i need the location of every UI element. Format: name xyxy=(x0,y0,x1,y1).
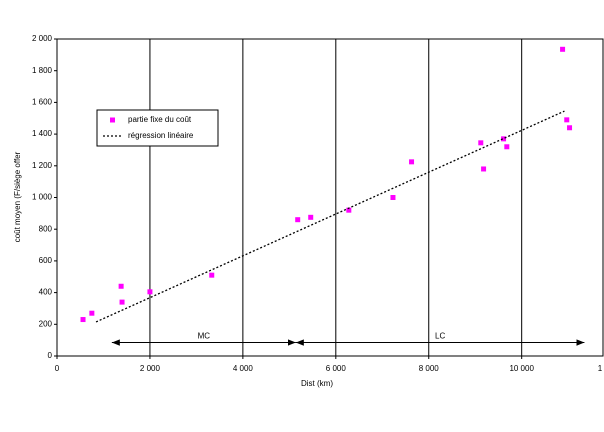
y-tick-label: 1 400 xyxy=(32,129,53,138)
data-point xyxy=(147,289,153,295)
y-tick-label: 200 xyxy=(39,319,53,328)
x-tick-label: 8 000 xyxy=(419,364,440,373)
x-axis-label: Dist (km) xyxy=(301,379,333,388)
data-point xyxy=(295,217,301,223)
x-tick-label: 10 000 xyxy=(509,364,534,373)
y-tick-label: 1 000 xyxy=(32,193,53,202)
y-tick-label: 0 xyxy=(48,351,53,360)
y-tick-label: 800 xyxy=(39,224,53,233)
y-tick-label: 1 800 xyxy=(32,66,53,75)
x-tick-label: 4 000 xyxy=(233,364,254,373)
data-point xyxy=(409,159,415,165)
x-tick-label: 6 000 xyxy=(326,364,347,373)
regression-line xyxy=(95,110,565,323)
x-tick-label: 0 xyxy=(55,364,60,373)
data-point xyxy=(308,214,314,220)
data-point xyxy=(118,283,124,289)
data-point xyxy=(481,166,487,172)
data-point xyxy=(567,125,573,131)
data-point xyxy=(478,140,484,146)
plot-frame xyxy=(56,38,604,357)
x-tick-label: 2 000 xyxy=(140,364,161,373)
y-tick-label: 1 200 xyxy=(32,161,53,170)
annotation-label: MC xyxy=(198,332,211,341)
data-point xyxy=(80,317,86,323)
annotation-label: LC xyxy=(435,332,445,341)
data-point xyxy=(390,195,396,200)
y-tick-label: 600 xyxy=(39,256,53,265)
data-point xyxy=(504,144,510,150)
legend-box xyxy=(96,109,219,147)
data-point xyxy=(209,272,215,278)
legend-label: partie fixe du coût xyxy=(128,115,192,124)
data-point xyxy=(560,46,566,52)
data-point xyxy=(564,117,570,123)
data-point xyxy=(501,136,507,142)
y-axis-label: coût moyen (F/siège offer xyxy=(13,151,22,242)
y-tick-label: 2 000 xyxy=(32,34,53,43)
y-tick-label: 1 600 xyxy=(32,98,53,107)
data-point xyxy=(119,299,125,305)
y-tick-label: 400 xyxy=(39,288,53,297)
data-point xyxy=(89,310,95,316)
legend-swatch xyxy=(110,117,115,123)
x-tick-label: 1 xyxy=(598,364,603,373)
data-point xyxy=(346,207,352,213)
legend-label: régression linéaire xyxy=(128,131,194,140)
